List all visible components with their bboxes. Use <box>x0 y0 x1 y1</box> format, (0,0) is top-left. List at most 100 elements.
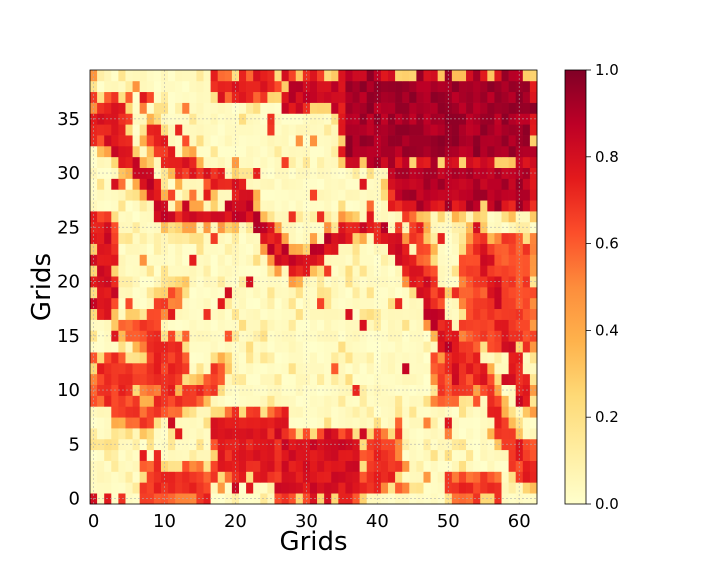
heatmap-cell <box>146 395 155 407</box>
heatmap-cell <box>466 265 474 277</box>
heatmap-cell <box>430 232 439 244</box>
heatmap-cell <box>380 460 389 472</box>
heatmap-cell <box>111 482 119 494</box>
heatmap-cell <box>501 113 509 125</box>
heatmap-cell <box>466 352 474 364</box>
heatmap-cell <box>480 362 488 375</box>
heatmap-cell <box>317 438 325 451</box>
heatmap-cell <box>260 102 268 114</box>
heatmap-cell <box>239 178 247 190</box>
heatmap-cell <box>388 211 396 223</box>
heatmap-cell <box>487 124 495 136</box>
heatmap-cell <box>380 80 389 93</box>
heatmap-cell <box>182 319 190 331</box>
heatmap-cell <box>132 156 141 168</box>
heatmap-cell <box>224 221 233 234</box>
heatmap-cell <box>210 471 219 483</box>
heatmap-cell <box>132 297 141 310</box>
heatmap-cell <box>338 395 346 407</box>
heatmap-cell <box>175 341 183 353</box>
heatmap-cell <box>324 373 332 385</box>
heatmap-cell <box>430 362 439 375</box>
heatmap-cell <box>473 417 481 429</box>
heatmap-cell <box>331 189 339 201</box>
heatmap-cell <box>331 395 339 407</box>
heatmap-cell <box>345 156 353 168</box>
heatmap-cell <box>402 417 410 429</box>
heatmap-cell <box>338 80 346 93</box>
heatmap-cell <box>480 341 488 353</box>
heatmap-cell <box>508 471 517 483</box>
heatmap-cell <box>309 297 318 310</box>
heatmap-cell <box>508 70 517 82</box>
heatmap-cell <box>366 189 375 201</box>
heatmap-cell <box>480 254 488 266</box>
heatmap-cell <box>416 493 424 505</box>
heatmap-cell <box>508 373 517 385</box>
heatmap-cell <box>494 265 502 277</box>
heatmap-cell <box>125 417 133 429</box>
heatmap-cell <box>338 135 346 147</box>
heatmap-cell <box>430 91 439 103</box>
heatmap-cell <box>522 178 531 190</box>
heatmap-cell <box>111 319 119 331</box>
heatmap-cell <box>104 417 112 429</box>
heatmap-cell <box>175 352 183 364</box>
heatmap-cell <box>508 308 517 320</box>
heatmap-cell <box>168 471 176 483</box>
heatmap-cell <box>153 438 162 451</box>
heatmap-cell <box>309 438 318 451</box>
heatmap-cell <box>210 449 219 461</box>
heatmap-cell <box>359 124 368 136</box>
heatmap-cell <box>359 449 368 461</box>
heatmap-cell <box>338 341 346 353</box>
heatmap-cell <box>508 297 517 310</box>
heatmap-cell <box>111 156 119 168</box>
heatmap-cell <box>423 319 431 331</box>
heatmap-cell <box>189 287 197 299</box>
y-tick-label: 15 <box>57 326 80 347</box>
heatmap-cell <box>175 145 183 158</box>
heatmap-cell <box>352 200 360 212</box>
heatmap-cell <box>388 428 396 440</box>
heatmap-cell <box>451 70 460 82</box>
heatmap-cell <box>324 471 332 483</box>
heatmap-cell <box>494 70 502 82</box>
heatmap-cell <box>125 200 133 212</box>
heatmap-cell <box>345 449 353 461</box>
heatmap-cell <box>324 406 332 418</box>
heatmap-cell <box>366 80 375 93</box>
heatmap-cell <box>260 493 268 505</box>
heatmap-cell <box>97 406 105 418</box>
heatmap-cell <box>125 145 133 158</box>
heatmap-cell <box>388 319 396 331</box>
heatmap-cell <box>168 91 176 103</box>
heatmap-cell <box>295 80 304 93</box>
heatmap-cell <box>160 91 169 103</box>
heatmap-cell <box>466 417 474 429</box>
heatmap-cell <box>309 221 318 234</box>
heatmap-cell <box>125 156 133 168</box>
heatmap-cell <box>196 384 204 396</box>
heatmap-cell <box>288 124 297 136</box>
heatmap-cell <box>324 124 332 136</box>
heatmap-cell <box>224 254 233 266</box>
heatmap-cell <box>302 211 311 223</box>
heatmap-cell <box>267 102 275 114</box>
y-tick-label: 10 <box>57 380 80 401</box>
heatmap-cell <box>274 373 282 385</box>
heatmap-cell <box>508 406 517 418</box>
heatmap-cell <box>139 102 148 114</box>
heatmap-cell <box>125 406 133 418</box>
heatmap-cell <box>104 428 112 440</box>
heatmap-cell <box>118 102 126 114</box>
heatmap-cell <box>501 406 509 418</box>
heatmap-cell <box>175 254 183 266</box>
heatmap-cell <box>501 482 509 494</box>
heatmap-cell <box>352 276 360 288</box>
heatmap-cell <box>146 156 155 168</box>
heatmap-cell <box>423 373 431 385</box>
x-tick-label: 40 <box>366 511 389 532</box>
heatmap-cell <box>281 341 290 353</box>
heatmap-cell <box>260 135 268 147</box>
